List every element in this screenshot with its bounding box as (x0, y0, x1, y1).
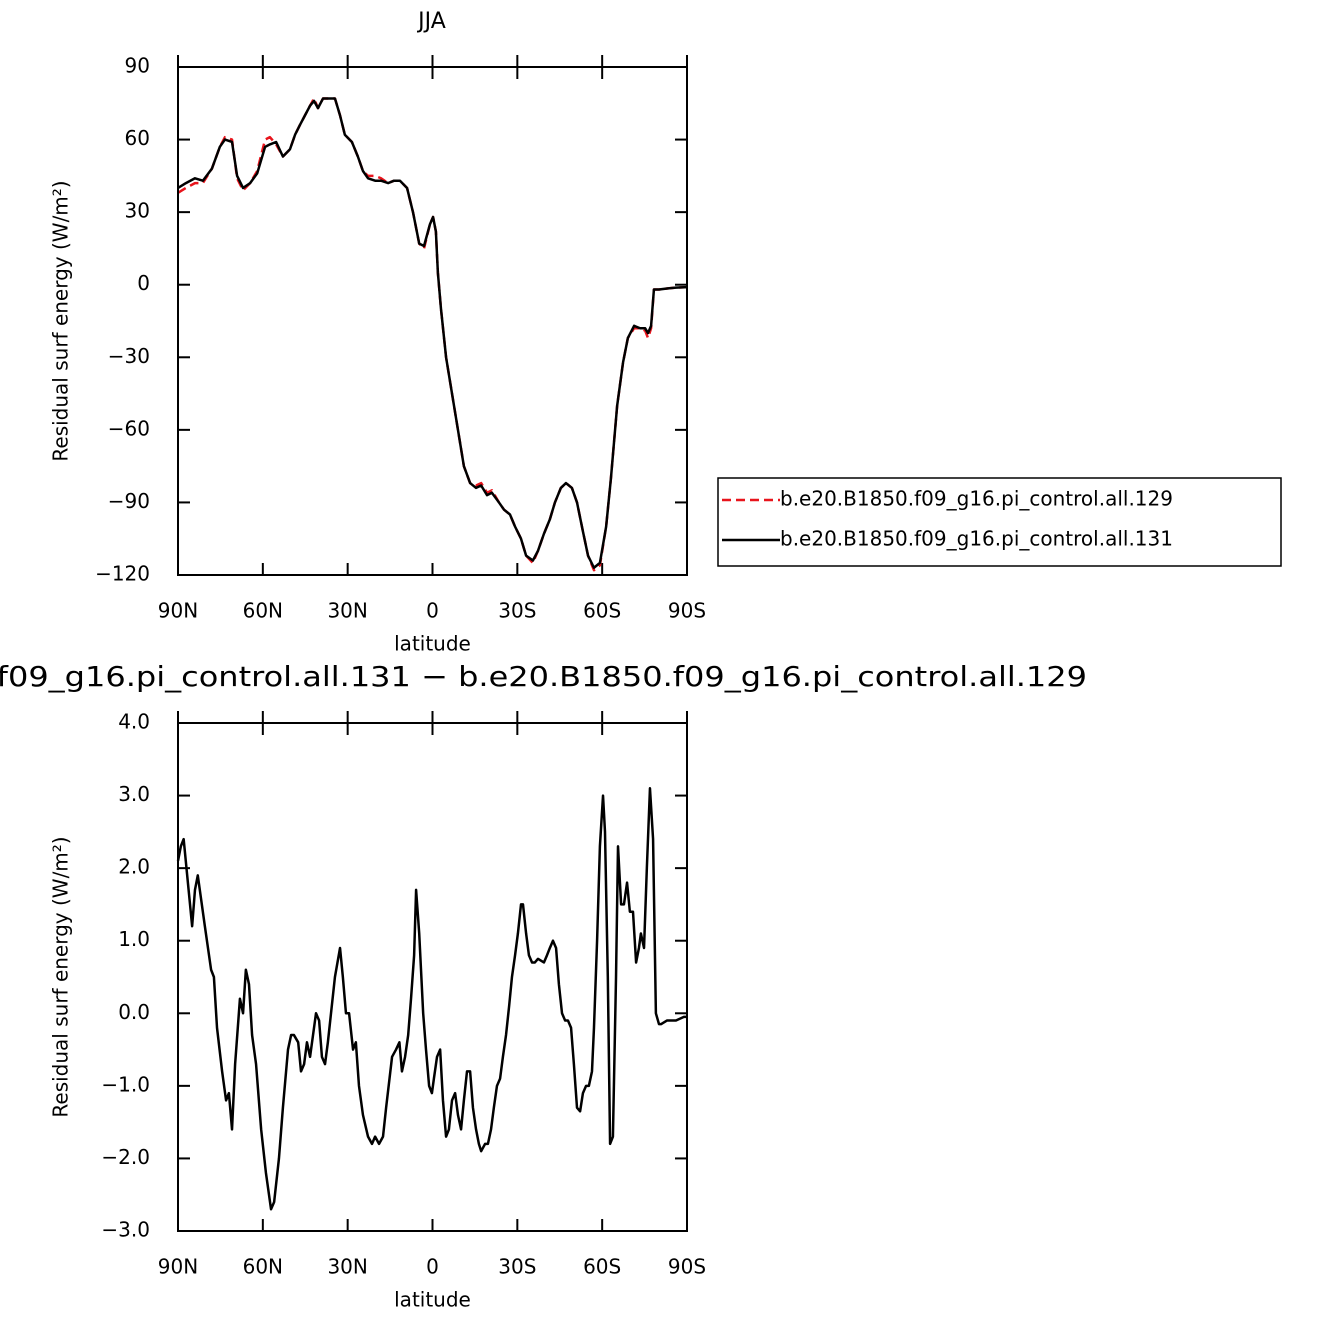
x-tick-label: 60N (243, 599, 283, 623)
y-tick-label: 30 (125, 199, 150, 223)
data-line (177, 97, 688, 572)
y-tick-label: −30 (108, 344, 150, 368)
y-tick-label: −2.0 (101, 1145, 150, 1169)
y-tick-label: 4.0 (118, 710, 150, 734)
chart-title: b.e20.B1850.f09_g16.pi_control.all.131 −… (0, 660, 1087, 693)
y-tick-label: 1.0 (118, 927, 150, 951)
y-tick-label: 2.0 (118, 855, 150, 879)
x-tick-label: 30N (327, 599, 367, 623)
x-axis-label: latitude (394, 1288, 471, 1312)
x-tick-label: 90S (668, 1255, 706, 1279)
legend-label: b.e20.B1850.f09_g16.pi_control.all.131 (780, 527, 1173, 551)
data-line (177, 97, 688, 569)
x-tick-label: 30S (498, 599, 536, 623)
x-tick-label: 30N (327, 1255, 367, 1279)
legend-box (717, 477, 1282, 567)
y-tick-label: 90 (125, 54, 150, 78)
y-tick-label: 60 (125, 126, 150, 150)
data-line (176, 787, 687, 1211)
y-tick-label: −1.0 (101, 1072, 150, 1096)
x-tick-label: 0 (426, 599, 439, 623)
y-tick-label: 3.0 (118, 782, 150, 806)
y-tick-label: 0 (137, 271, 150, 295)
x-tick-label: 30S (498, 1255, 536, 1279)
y-axis-label: Residual surf energy (W/m²) (49, 836, 73, 1117)
x-tick-label: 60S (583, 599, 621, 623)
x-axis-label: latitude (394, 632, 471, 656)
plot-frame (177, 66, 688, 576)
chart-title: JJA (416, 9, 446, 34)
legend: b.e20.B1850.f09_g16.pi_control.all.129 b.… (717, 477, 1282, 567)
x-tick-label: 90S (668, 599, 706, 623)
plot-frame (177, 722, 688, 1232)
y-tick-label: −3.0 (101, 1218, 150, 1242)
x-tick-label: 60N (243, 1255, 283, 1279)
legend-label: b.e20.B1850.f09_g16.pi_control.all.129 (780, 487, 1173, 511)
y-tick-label: −60 (108, 416, 150, 440)
x-tick-label: 0 (426, 1255, 439, 1279)
y-tick-label: −90 (108, 489, 150, 513)
y-axis-label: Residual surf energy (W/m²) (49, 180, 73, 461)
y-tick-label: −120 (95, 562, 150, 586)
y-tick-label: 0.0 (118, 1000, 150, 1024)
x-tick-label: 90N (158, 599, 198, 623)
x-tick-label: 90N (158, 1255, 198, 1279)
x-tick-label: 60S (583, 1255, 621, 1279)
